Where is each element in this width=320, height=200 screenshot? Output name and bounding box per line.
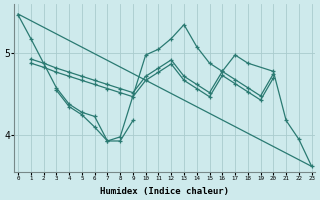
X-axis label: Humidex (Indice chaleur): Humidex (Indice chaleur): [100, 187, 229, 196]
